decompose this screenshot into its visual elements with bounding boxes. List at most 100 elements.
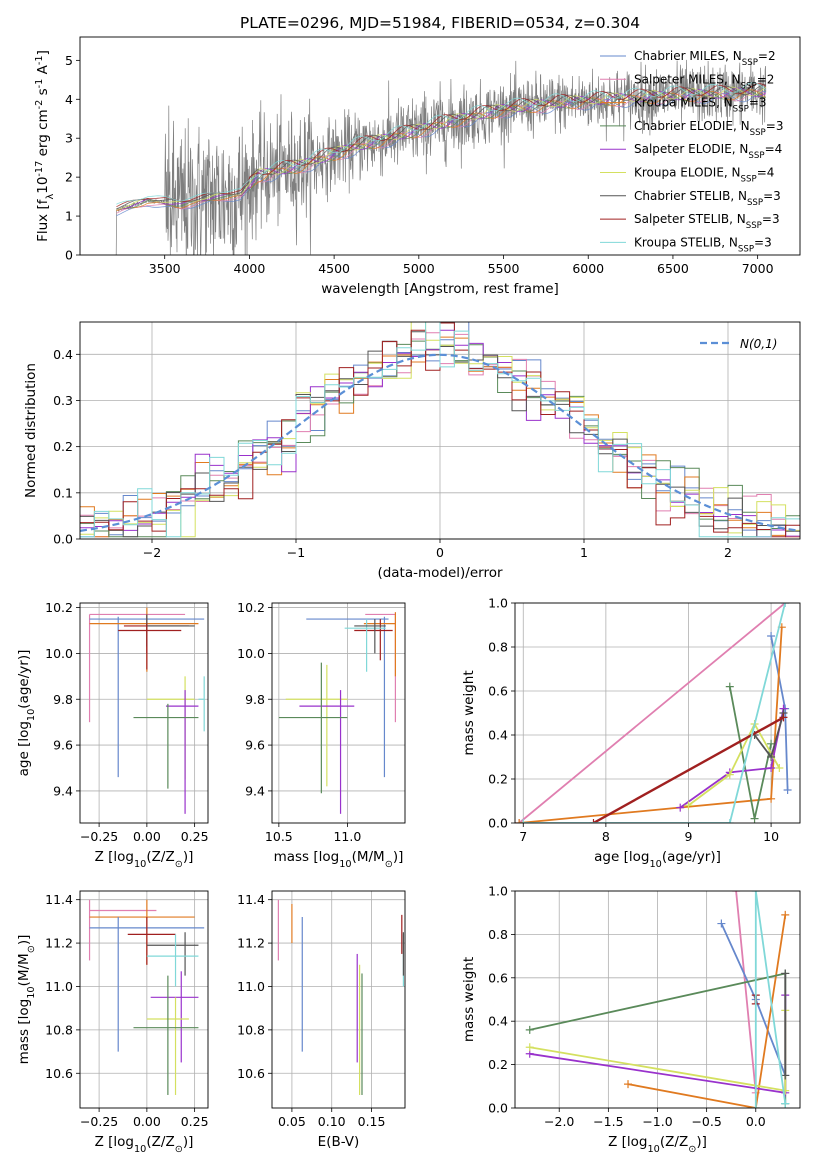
- legend-label: Kroupa MILES, NSSP=3: [634, 96, 767, 115]
- weight-marker: [779, 713, 788, 722]
- x-tick-label: −0.5: [691, 1114, 721, 1129]
- y-tick-label: 10.6: [45, 1066, 73, 1081]
- model-line-s_stelib: [116, 83, 767, 208]
- y-tick-label: 0: [65, 248, 73, 263]
- x-tick-label: 0.25: [181, 1114, 209, 1129]
- y-tick-label: 1.0: [488, 596, 508, 611]
- legend-label: Salpeter STELIB, NSSP=3: [634, 212, 780, 231]
- y-tick-label: 0.4: [488, 1014, 508, 1029]
- y-tick-label: 9.6: [245, 738, 265, 753]
- weight-line-k_miles: [627, 914, 787, 1108]
- massweight_vs_age-axes: 7 8 9 10 0.0 0.2 0.4 0.6 0.8 1.0 age [log10(age/yr…: [461, 596, 800, 870]
- y-tick-label: 0.2: [488, 1057, 508, 1072]
- x-tick-label: 7: [519, 829, 527, 844]
- y-tick-label: 0.3: [53, 393, 73, 408]
- x-tick-label: −2: [143, 545, 161, 560]
- y-tick-label: 11.0: [45, 979, 73, 994]
- weight-marker: [515, 819, 524, 823]
- x-tick-label: −1: [287, 545, 305, 560]
- y-tick-label: 0.1: [53, 485, 73, 500]
- y-axis-label: mass weight: [461, 957, 477, 1042]
- age_vs_mass-axes: 10.5 11.0 9.4 9.6 9.8 10.0 10.2 mass [log10(M/M…: [237, 600, 405, 870]
- weight-marker: [781, 910, 790, 919]
- residuals-frame: [79, 321, 801, 540]
- x-axis-label: E(B-V): [318, 1134, 360, 1150]
- x-tick-label: 0: [436, 545, 444, 560]
- weight-marker: [781, 1071, 790, 1080]
- weight-marker: [775, 764, 784, 772]
- x-tick-label: 7000: [742, 261, 774, 276]
- model-line-k_miles: [116, 89, 767, 212]
- y-tick-label: 11.4: [237, 892, 265, 907]
- x-axis-label: (data-model)/error: [377, 565, 503, 581]
- legend-label: Kroupa STELIB, NSSP=3: [634, 235, 772, 254]
- spectrum-legend: Chabrier MILES, NSSP=2 Salpeter MILES, NS…: [600, 49, 783, 254]
- weight-marker: [751, 1104, 760, 1108]
- x-tick-label: 5000: [403, 261, 435, 276]
- spectrum-frame: [79, 36, 801, 256]
- y-tick-label: 9.8: [53, 692, 73, 707]
- y-tick-label: 10.2: [237, 600, 265, 615]
- x-tick-label: 1: [580, 545, 588, 560]
- age_vs_mass-points: [278, 612, 397, 814]
- mass_vs_ebv-frame: [271, 890, 406, 1109]
- weight-marker: [725, 682, 734, 691]
- weight-marker: [781, 1099, 790, 1108]
- weight-marker: [717, 919, 726, 928]
- y-tick-label: 0.6: [488, 970, 508, 985]
- x-tick-label: 8: [602, 829, 610, 844]
- residuals-legend: N(0,1): [700, 337, 777, 351]
- x-tick-label: 0.25: [181, 829, 209, 844]
- model-line-s_miles: [116, 90, 767, 214]
- y-tick-label: 5: [65, 53, 73, 68]
- x-axis-label: wavelength [Angstrom, rest frame]: [321, 281, 559, 297]
- x-tick-label: 0.0: [746, 1114, 766, 1129]
- weight-marker: [589, 819, 598, 823]
- legend-label: Salpeter MILES, NSSP=2: [634, 72, 774, 91]
- y-tick-label: 0.0: [488, 816, 508, 831]
- y-tick-label: 1: [65, 209, 73, 224]
- y-tick-label: 11.2: [45, 936, 73, 951]
- y-tick-label: 9.6: [53, 738, 73, 753]
- legend-label: Kroupa ELODIE, NSSP=4: [634, 166, 774, 185]
- legend-label: Salpeter ELODIE, NSSP=4: [634, 142, 782, 161]
- weight-marker: [781, 969, 790, 978]
- x-tick-label: 6500: [657, 261, 689, 276]
- mass_vs_Z-axes: −0.25 0.00 0.25 10.6 10.8 11.0 11.2 11.4 Z [log1…: [16, 891, 209, 1155]
- chart-title: PLATE=0296, MJD=51984, FIBERID=0534, z=0…: [240, 14, 640, 32]
- normal-curve: [80, 353, 800, 532]
- spectrum-axes: 3500 4000 4500 5000 5500 6000 6500 7000 0 1 2 3 4 5 wa…: [34, 50, 774, 297]
- weight-marker: [732, 891, 741, 895]
- x-axis-label: age [log10(age/yr)]: [594, 849, 721, 870]
- y-axis-label: mass [log10(M/M⊙)]: [16, 935, 37, 1065]
- y-tick-label: 11.0: [237, 979, 265, 994]
- weight-marker: [767, 764, 776, 772]
- x-tick-label: 0.00: [133, 1114, 161, 1129]
- model-line-k_stelib: [116, 82, 767, 205]
- weight-marker: [725, 819, 734, 823]
- y-tick-label: 10.0: [237, 646, 265, 661]
- y-tick-label: 0.8: [488, 640, 508, 655]
- weight-marker: [525, 1025, 534, 1034]
- x-tick-label: 0.05: [278, 1114, 306, 1129]
- y-tick-label: 0.2: [53, 439, 73, 454]
- x-tick-label: 0.00: [133, 829, 161, 844]
- x-tick-label: 6000: [572, 261, 604, 276]
- x-axis-label: Z [log10(Z/Z⊙)]: [608, 1134, 707, 1155]
- legend-label: Chabrier MILES, NSSP=2: [634, 49, 776, 68]
- x-tick-label: 4500: [318, 261, 350, 276]
- x-tick-label: 2: [724, 545, 732, 560]
- weight-marker: [684, 801, 693, 810]
- y-tick-label: 10.6: [237, 1066, 265, 1081]
- mass_vs_Z-points: [88, 899, 205, 1095]
- x-tick-label: −1.0: [642, 1114, 672, 1129]
- x-tick-label: 4000: [234, 261, 266, 276]
- weight-line-k_stelib: [754, 891, 787, 1108]
- y-tick-label: 10.8: [237, 1022, 265, 1037]
- histograms: [80, 322, 800, 538]
- x-tick-label: 5500: [488, 261, 520, 276]
- massweight_vs_Z-frame: [514, 890, 801, 1109]
- mass_vs_ebv-points: [277, 899, 405, 1095]
- x-axis-label: Z [log10(Z/Z⊙)]: [95, 1134, 194, 1155]
- y-tick-label: 0.6: [488, 684, 508, 699]
